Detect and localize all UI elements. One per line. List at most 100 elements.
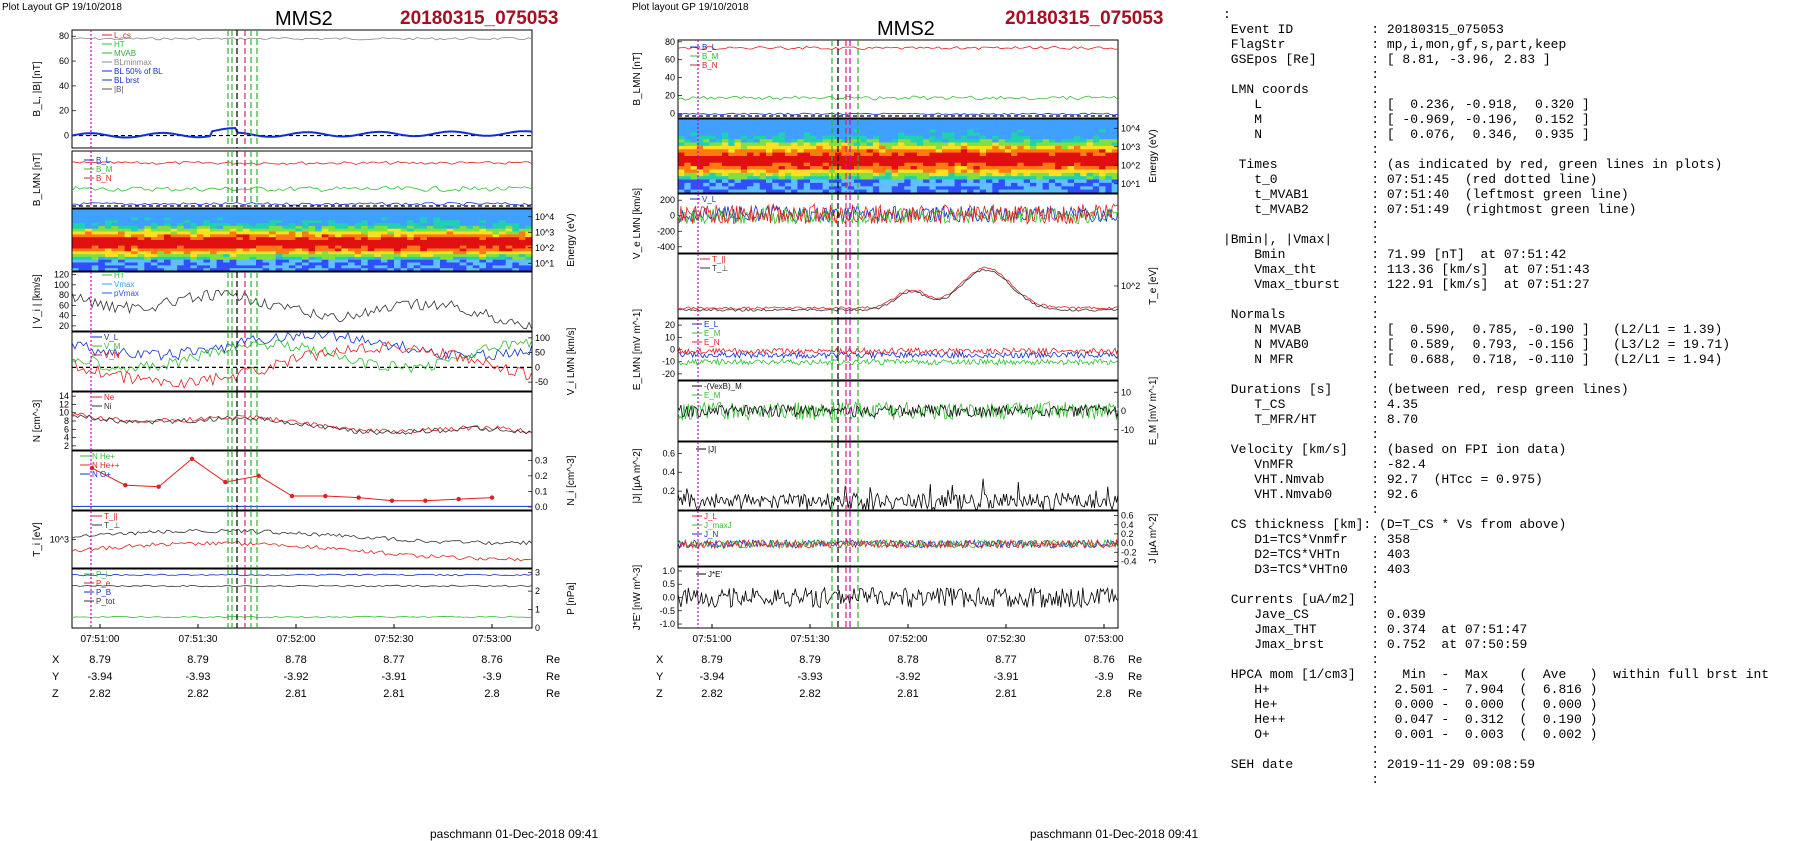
y-tick-label: 0.1 bbox=[535, 486, 548, 496]
spectrogram-cell bbox=[810, 145, 817, 150]
spectrogram-cell bbox=[302, 225, 310, 230]
spectrogram-cell bbox=[784, 149, 792, 154]
spectrogram-cell bbox=[479, 225, 487, 230]
spectrogram-cell bbox=[942, 152, 949, 157]
spectrogram-cell bbox=[1086, 189, 1094, 194]
spectrogram-cell bbox=[295, 237, 303, 241]
spectrogram-cell bbox=[1099, 119, 1106, 123]
spectrogram-cell bbox=[1111, 149, 1119, 154]
y-tick-label: 80 bbox=[665, 37, 675, 47]
spectrogram-cell bbox=[256, 256, 264, 261]
spectrogram-cell bbox=[960, 125, 968, 130]
spectrogram-cell bbox=[150, 228, 159, 233]
y-axis-label: J [µA m^-2] bbox=[1148, 513, 1159, 563]
spectrogram-cell bbox=[157, 214, 165, 218]
spectrogram-cell bbox=[229, 240, 237, 244]
spectrogram-cell bbox=[229, 268, 237, 272]
spectrogram-cell bbox=[766, 132, 773, 137]
spectrogram-cell bbox=[979, 122, 987, 127]
spectrogram-cell bbox=[1004, 172, 1012, 177]
spectrogram-cell bbox=[784, 176, 792, 181]
spectrogram-cell bbox=[1080, 129, 1088, 134]
spectrogram-cell bbox=[223, 256, 231, 261]
spectrogram-cell bbox=[722, 149, 729, 154]
legend-entry: MVAB bbox=[114, 49, 136, 58]
spectrogram-cell bbox=[860, 139, 868, 144]
spectrogram-cell bbox=[841, 166, 849, 171]
spectrogram-cell bbox=[223, 237, 231, 241]
spectrogram-cell bbox=[703, 132, 710, 137]
spectrogram-cell bbox=[803, 156, 811, 160]
spectrogram-cell bbox=[177, 254, 185, 258]
spectrogram-cell bbox=[466, 209, 474, 213]
spectrogram-cell bbox=[923, 152, 930, 157]
mid-panel-je bbox=[677, 566, 1119, 629]
spectrogram-cell bbox=[973, 149, 981, 154]
spectrogram-cell bbox=[684, 139, 692, 144]
spectrogram-cell bbox=[354, 217, 362, 221]
spectrogram-cell bbox=[822, 159, 830, 164]
spectrogram-cell bbox=[183, 228, 191, 233]
spectrogram-cell bbox=[269, 225, 277, 230]
spectrogram-cell bbox=[797, 159, 805, 164]
spectrogram-cell bbox=[1105, 179, 1113, 184]
spectrogram-cell bbox=[979, 162, 987, 167]
spectrogram-cell bbox=[472, 259, 481, 264]
y-axis-label: |J| [µA m^-2] bbox=[632, 448, 643, 503]
spectrogram-cell bbox=[1061, 139, 1069, 144]
spectrogram-cell bbox=[1105, 149, 1113, 154]
spectrogram-cell bbox=[518, 240, 527, 244]
x-tick-label: 07:51:00 bbox=[81, 634, 120, 645]
summary-line: D1=TCS*Vnmfr : 358 bbox=[1254, 532, 1411, 547]
spectrogram-cell bbox=[459, 211, 467, 216]
spectrogram-cell bbox=[740, 169, 748, 174]
spectrogram-cell bbox=[1048, 179, 1056, 184]
spectrogram-cell bbox=[315, 254, 323, 258]
spectrogram-cell bbox=[321, 225, 329, 230]
spectrogram-cell bbox=[433, 209, 441, 213]
series-absB bbox=[71, 37, 533, 41]
spectrogram-cell bbox=[841, 169, 849, 174]
spectrogram-cell bbox=[492, 259, 500, 264]
spectrogram-cell bbox=[979, 145, 987, 150]
spectrogram-cell bbox=[144, 268, 152, 272]
spectrogram-cell bbox=[420, 220, 428, 224]
spectrogram-cell bbox=[229, 209, 237, 213]
spectrogram-cell bbox=[98, 231, 106, 235]
spectrogram-cell bbox=[929, 139, 937, 144]
spectrogram-cell bbox=[703, 186, 710, 191]
spectrogram-cell bbox=[935, 139, 943, 144]
spectrogram-cell bbox=[236, 251, 244, 255]
spectrogram-cell bbox=[413, 220, 421, 224]
spectrogram-cell bbox=[784, 162, 792, 167]
spectrogram-cell bbox=[394, 248, 402, 252]
ephemeris-value: 8.79 bbox=[701, 654, 722, 666]
spectrogram-cell bbox=[690, 145, 698, 150]
spectrogram-cell bbox=[1030, 149, 1037, 154]
series-vi bbox=[71, 289, 533, 330]
spectrogram-cell bbox=[124, 209, 132, 213]
spectrogram-cell bbox=[104, 220, 113, 224]
spectrogram-cell bbox=[1023, 125, 1031, 130]
spectrogram-cell bbox=[315, 242, 323, 247]
spectrogram-cell bbox=[499, 217, 507, 221]
spectrogram-cell bbox=[986, 189, 993, 194]
spectrogram-cell bbox=[492, 217, 500, 221]
spectrogram-cell bbox=[1086, 142, 1094, 147]
spectrogram-cell bbox=[1080, 159, 1088, 164]
spectrogram-cell bbox=[954, 166, 962, 171]
spectrogram-cell bbox=[275, 254, 283, 258]
spectrogram-cell bbox=[420, 265, 428, 269]
spectrogram-cell bbox=[78, 262, 86, 266]
spectrogram-cell bbox=[822, 152, 830, 157]
spectrogram-cell bbox=[1036, 162, 1044, 167]
spectrogram-cell bbox=[747, 132, 754, 137]
spectrogram-cell bbox=[328, 217, 336, 221]
spectrogram-cell bbox=[753, 152, 761, 157]
spectrogram-cell bbox=[413, 214, 421, 218]
spectrogram-cell bbox=[942, 156, 949, 160]
spectrogram-cell bbox=[810, 172, 817, 177]
spectrogram-cell bbox=[866, 129, 874, 134]
spectrogram-cell bbox=[885, 145, 893, 150]
spectrogram-cell bbox=[124, 228, 132, 233]
